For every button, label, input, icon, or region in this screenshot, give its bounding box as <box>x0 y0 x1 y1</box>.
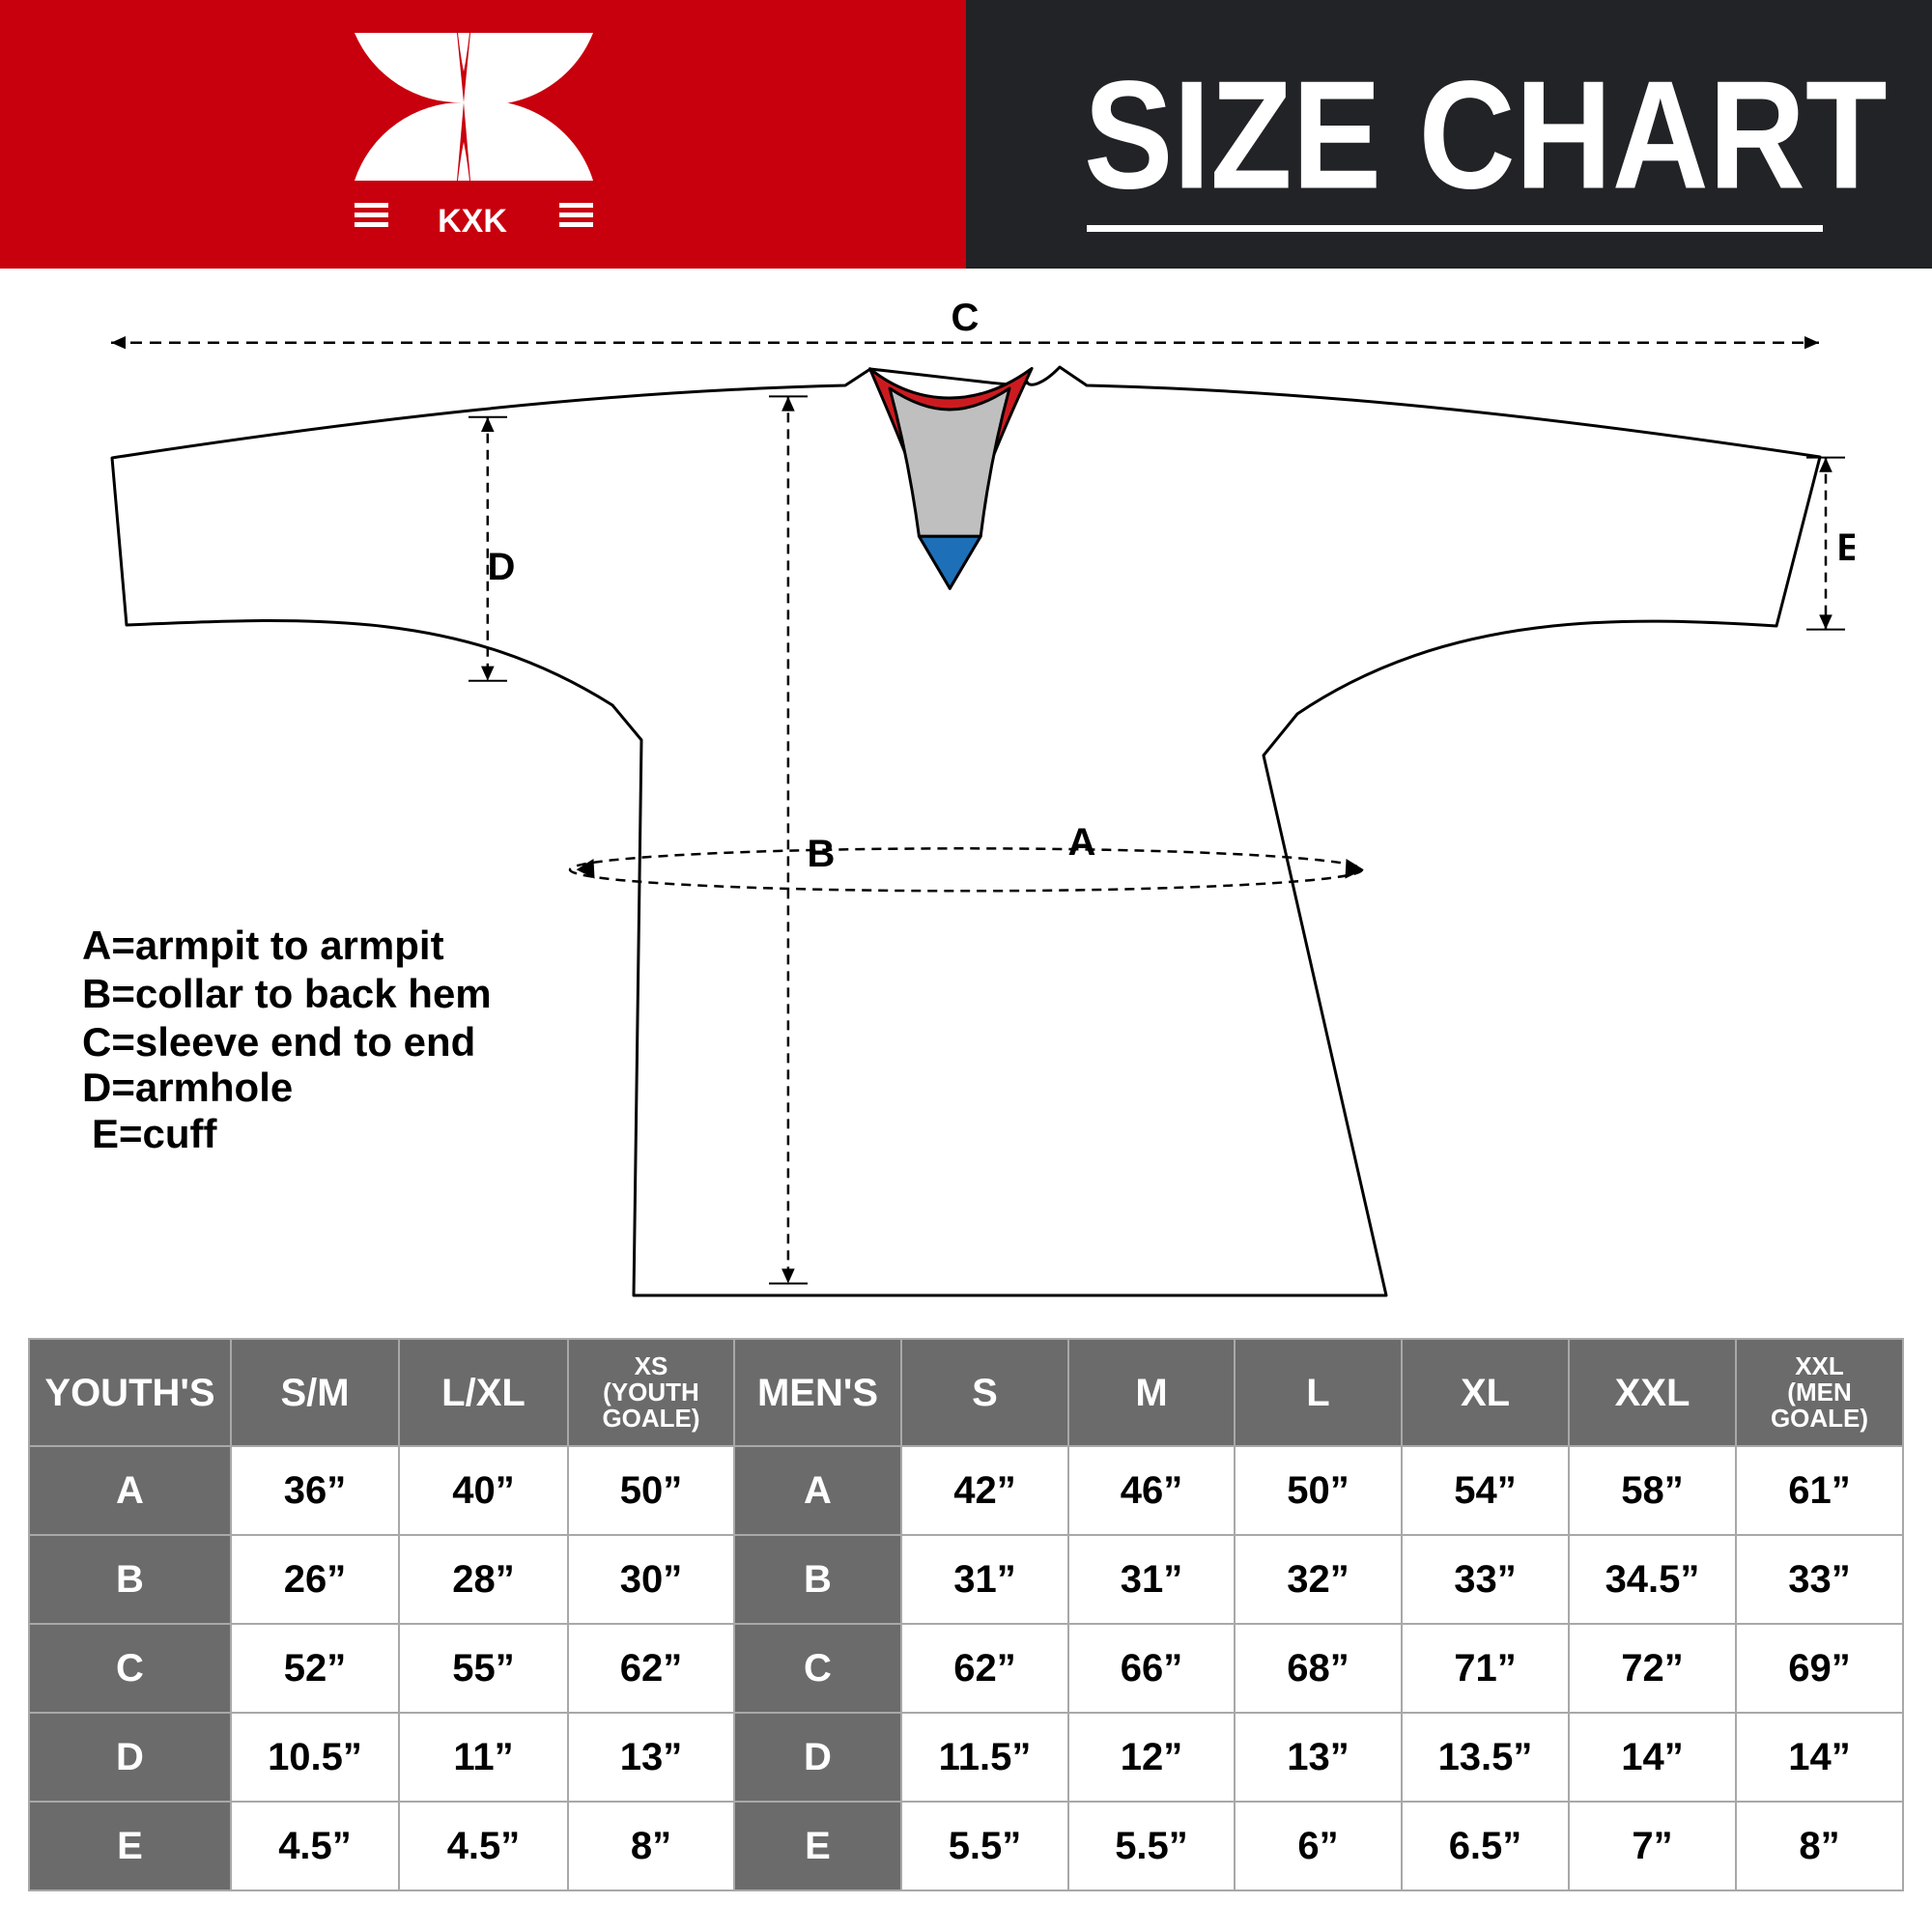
svg-text:KXK: KXK <box>438 203 507 232</box>
svg-text:B: B <box>808 833 836 875</box>
svg-text:D: D <box>488 546 516 588</box>
svg-text:E: E <box>1837 526 1855 569</box>
svg-text:C=sleeve end to end: C=sleeve end to end <box>82 1019 475 1065</box>
svg-text:A=armpit to armpit: A=armpit to armpit <box>82 923 444 968</box>
svg-text:D=armhole: D=armhole <box>82 1065 293 1110</box>
svg-text:A: A <box>1068 821 1096 864</box>
svg-text:C: C <box>952 297 980 339</box>
svg-text:E=cuff: E=cuff <box>92 1111 218 1156</box>
svg-text:B=collar to back hem: B=collar to back hem <box>82 971 492 1016</box>
